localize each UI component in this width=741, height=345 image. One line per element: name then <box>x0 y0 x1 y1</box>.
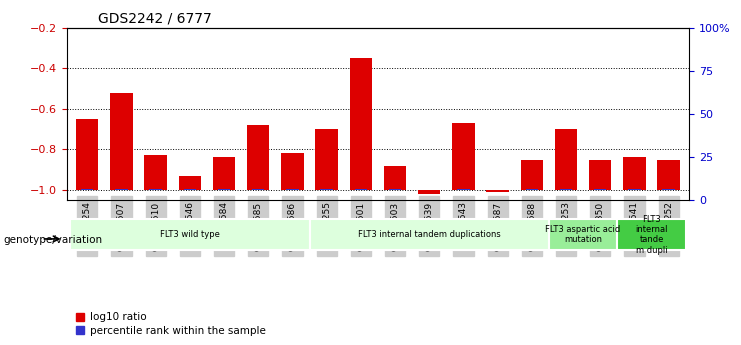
Bar <box>218 189 230 190</box>
Bar <box>150 189 162 190</box>
Bar <box>184 189 196 190</box>
Bar <box>521 159 543 190</box>
Bar <box>487 190 509 192</box>
Bar <box>213 157 235 190</box>
Text: FLT3 aspartic acid
mutation: FLT3 aspartic acid mutation <box>545 225 621 244</box>
Bar <box>179 176 201 190</box>
Bar <box>594 189 606 190</box>
Bar <box>282 154 304 190</box>
FancyBboxPatch shape <box>549 219 617 250</box>
Bar <box>452 123 474 190</box>
Bar <box>560 189 572 190</box>
Bar <box>316 129 338 190</box>
Text: GDS2242 / 6777: GDS2242 / 6777 <box>98 11 212 25</box>
Bar <box>110 92 133 190</box>
Bar <box>657 159 679 190</box>
Bar <box>589 159 611 190</box>
Legend: log10 ratio, percentile rank within the sample: log10 ratio, percentile rank within the … <box>72 308 270 340</box>
Bar <box>350 58 372 190</box>
Bar <box>662 189 675 190</box>
Bar <box>355 189 367 190</box>
FancyBboxPatch shape <box>310 219 549 250</box>
Bar <box>116 189 127 190</box>
Bar <box>418 190 440 194</box>
Bar <box>389 189 401 190</box>
Bar <box>623 157 645 190</box>
Text: genotype/variation: genotype/variation <box>4 235 103 245</box>
Bar <box>286 189 299 190</box>
Bar <box>555 129 577 190</box>
Text: FLT3 internal tandem duplications: FLT3 internal tandem duplications <box>358 230 501 239</box>
Text: FLT3 wild type: FLT3 wild type <box>160 230 220 239</box>
FancyBboxPatch shape <box>70 219 310 250</box>
Bar <box>628 189 640 190</box>
FancyBboxPatch shape <box>617 219 685 250</box>
Bar <box>457 189 470 190</box>
Bar <box>247 125 269 190</box>
Text: FLT3
internal
tande
m dupli: FLT3 internal tande m dupli <box>635 215 668 255</box>
Bar <box>144 156 167 190</box>
Bar <box>76 119 99 190</box>
Bar <box>321 189 333 190</box>
Bar <box>384 166 406 190</box>
Bar <box>525 189 538 190</box>
Bar <box>252 189 265 190</box>
Bar <box>81 189 93 190</box>
